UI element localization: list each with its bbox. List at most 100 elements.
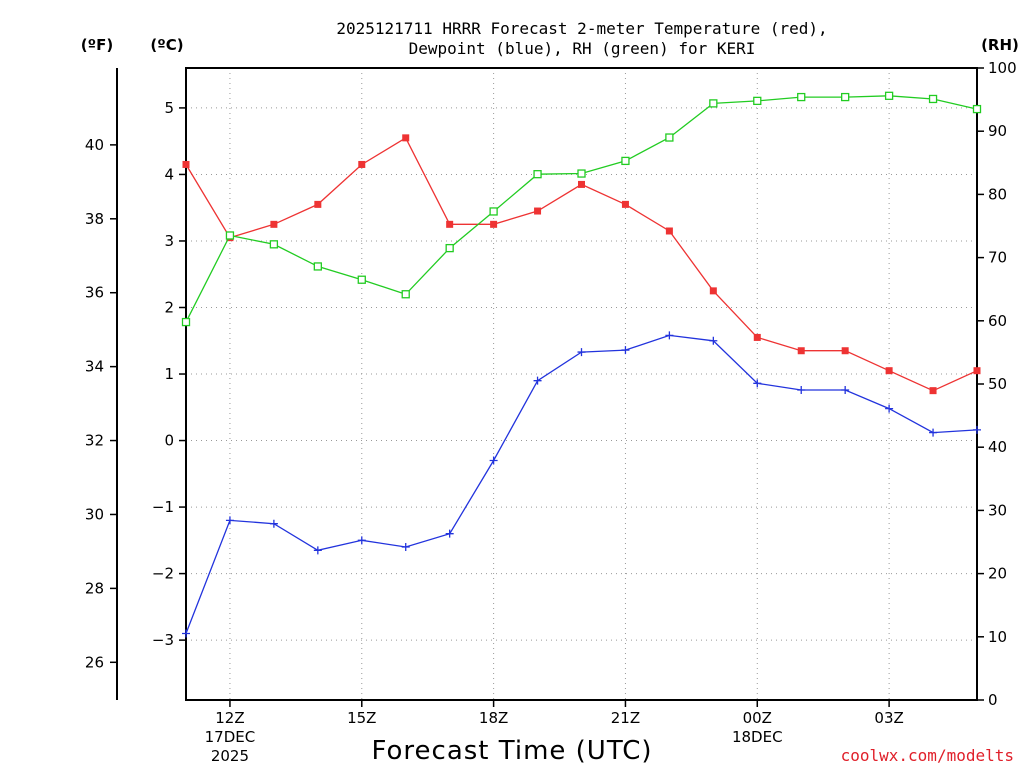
- watermark: coolwx.com/modelts: [841, 746, 1014, 765]
- temperature-point: [183, 161, 190, 168]
- fahrenheit-tick-label: 40: [85, 136, 104, 154]
- rh-point: [358, 276, 365, 283]
- rh-point: [754, 97, 761, 104]
- dewpoint-point: [226, 516, 234, 524]
- rh-point: [226, 232, 233, 239]
- temperature-point: [534, 208, 541, 215]
- rh-point: [534, 171, 541, 178]
- dewpoint-point: [621, 346, 629, 354]
- rh-point: [842, 94, 849, 101]
- grid-lines: [186, 68, 977, 700]
- temperature-point: [270, 221, 277, 228]
- rh-point: [710, 100, 717, 107]
- rh-tick-label: 90: [988, 122, 1007, 140]
- celsius-tick-label: 1: [164, 365, 174, 383]
- fahrenheit-tick-label: 26: [85, 653, 104, 671]
- temperature-point: [622, 201, 629, 208]
- temperature-point: [578, 181, 585, 188]
- temperature-point: [490, 221, 497, 228]
- rh-tick-label: 0: [988, 691, 998, 709]
- celsius-axis-ticks: −3 −2 −1 0 1 2 3 4 5: [152, 99, 186, 649]
- rh-tick-label: 80: [988, 185, 1007, 203]
- rh-point: [578, 170, 585, 177]
- x-tick-date: 17DEC: [205, 728, 256, 746]
- fahrenheit-tick-label: 38: [85, 210, 104, 228]
- x-tick-label: 12Z: [215, 709, 244, 727]
- fahrenheit-tick-label: 28: [85, 579, 104, 597]
- rh-tick-label: 50: [988, 375, 1007, 393]
- rh-point: [930, 95, 937, 102]
- rh-line: [186, 96, 977, 322]
- dewpoint-point: [314, 546, 322, 554]
- dewpoint-point: [182, 629, 190, 637]
- rh-tick-label: 10: [988, 628, 1007, 646]
- temperature-point: [666, 227, 673, 234]
- temperature-point: [974, 367, 981, 374]
- rh-point: [798, 94, 805, 101]
- temperature-point: [842, 347, 849, 354]
- celsius-tick-label: 4: [164, 165, 174, 183]
- x-tick-label: 15Z: [347, 709, 376, 727]
- rh-point: [183, 319, 190, 326]
- rh-unit-label: (RH): [981, 36, 1019, 54]
- dewpoint-point: [841, 386, 849, 394]
- fahrenheit-tick-label: 32: [85, 432, 104, 450]
- celsius-tick-label: −1: [152, 498, 174, 516]
- dewpoint-point: [665, 331, 673, 339]
- x-tick-label: 21Z: [611, 709, 640, 727]
- rh-tick-label: 100: [988, 59, 1017, 77]
- rh-point: [314, 263, 321, 270]
- dewpoint-point: [402, 543, 410, 551]
- rh-tick-label: 60: [988, 312, 1007, 330]
- rh-point: [666, 134, 673, 141]
- dewpoint-point: [885, 405, 893, 413]
- fahrenheit-tick-label: 34: [85, 358, 104, 376]
- temperature-point: [710, 287, 717, 294]
- dewpoint-point: [270, 520, 278, 528]
- fahrenheit-tick-label: 30: [85, 505, 104, 523]
- chart-title-line1: 2025121711 HRRR Forecast 2-meter Tempera…: [336, 19, 827, 38]
- temperature-point: [930, 387, 937, 394]
- rh-tick-label: 40: [988, 438, 1007, 456]
- rh-point: [886, 92, 893, 99]
- plot-frame: [186, 68, 977, 700]
- rh-point: [270, 241, 277, 248]
- rh-point: [974, 106, 981, 113]
- dewpoint-line: [186, 335, 977, 633]
- rh-point: [402, 291, 409, 298]
- fahrenheit-tick-label: 36: [85, 284, 104, 302]
- celsius-tick-label: 3: [164, 232, 174, 250]
- rh-point: [622, 157, 629, 164]
- celsius-tick-label: 2: [164, 298, 174, 316]
- rh-axis-ticks: 0 10 20 30 40 50 60 70 80 90 100: [977, 59, 1017, 709]
- rh-point: [446, 245, 453, 252]
- x-tick-date: 18DEC: [732, 728, 783, 746]
- temperature-point: [886, 367, 893, 374]
- temperature-point: [798, 347, 805, 354]
- forecast-chart: 2025121711 HRRR Forecast 2-meter Tempera…: [0, 0, 1024, 768]
- fahrenheit-axis-ticks: 26 28 30 32 34 36 38 40: [85, 136, 117, 671]
- dewpoint-point: [534, 377, 542, 385]
- rh-point: [490, 208, 497, 215]
- fahrenheit-unit-label: (ºF): [81, 36, 113, 54]
- celsius-unit-label: (ºC): [150, 36, 183, 54]
- rh-tick-label: 30: [988, 501, 1007, 519]
- rh-tick-label: 70: [988, 249, 1007, 267]
- celsius-tick-label: −2: [152, 565, 174, 583]
- dewpoint-point: [490, 457, 498, 465]
- dewpoint-point: [358, 536, 366, 544]
- dewpoint-point: [973, 426, 981, 434]
- x-axis-label: Forecast Time (UTC): [371, 736, 652, 766]
- celsius-tick-label: −3: [152, 631, 174, 649]
- temperature-point: [402, 134, 409, 141]
- dewpoint-point: [578, 348, 586, 356]
- temperature-point: [754, 334, 761, 341]
- dewpoint-point: [446, 530, 454, 538]
- x-tick-label: 18Z: [479, 709, 508, 727]
- celsius-tick-label: 0: [164, 432, 174, 450]
- rh-tick-label: 20: [988, 565, 1007, 583]
- x-tick-year: 2025: [211, 747, 249, 765]
- temperature-point: [314, 201, 321, 208]
- dewpoint-point: [797, 386, 805, 394]
- temperature-point: [446, 221, 453, 228]
